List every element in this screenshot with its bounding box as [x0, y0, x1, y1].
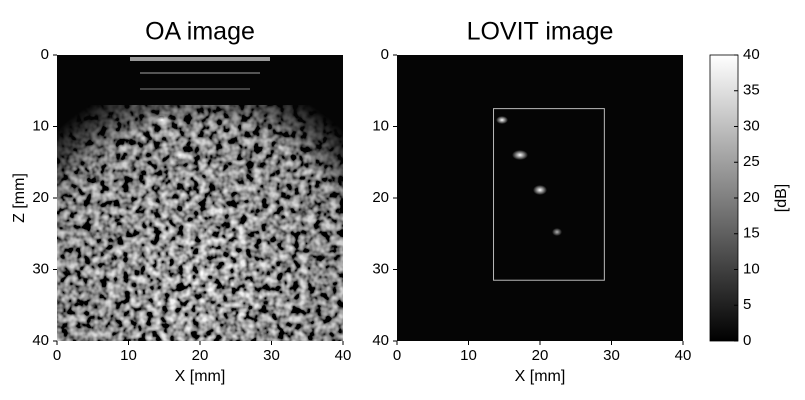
x-tick-label: 40: [675, 347, 692, 364]
colorbar-tick-label: 0: [743, 332, 751, 349]
y-tick-label: 20: [32, 189, 49, 206]
oa-image: [57, 55, 343, 341]
y-tick-label: 10: [372, 117, 389, 134]
colorbar-tick-label: 10: [743, 260, 760, 277]
chart-title: LOVIT image: [467, 18, 614, 46]
colorbar-tick-label: 35: [743, 82, 760, 99]
y-axis-label: Z [mm]: [11, 173, 28, 223]
colorbar-label: [dB]: [773, 184, 790, 212]
x-tick-label: 20: [192, 347, 209, 364]
colorbar-tick-label: 30: [743, 117, 760, 134]
colorbar-tick-label: 5: [743, 296, 751, 313]
colorbar-tick-label: 20: [743, 189, 760, 206]
colorbar-tick-label: 15: [743, 225, 760, 242]
y-tick-label: 40: [32, 332, 49, 349]
x-tick-label: 30: [263, 347, 280, 364]
x-axis-label: X [mm]: [515, 368, 566, 385]
colorbar-tick-label: 25: [743, 153, 760, 170]
x-tick-label: 10: [120, 347, 137, 364]
x-tick-label: 0: [53, 347, 61, 364]
x-tick-label: 20: [532, 347, 549, 364]
x-tick-label: 30: [603, 347, 620, 364]
y-tick-label: 30: [32, 260, 49, 277]
y-tick-label: 10: [32, 117, 49, 134]
y-tick-label: 30: [372, 260, 389, 277]
x-tick-label: 10: [460, 347, 477, 364]
roi-box: [493, 108, 605, 281]
y-tick-label: 20: [372, 189, 389, 206]
y-tick-label: 40: [372, 332, 389, 349]
colorbar: [709, 54, 739, 342]
x-axis-label: X [mm]: [175, 368, 226, 385]
colorbar-tick-label: 40: [743, 46, 760, 63]
chart-title: OA image: [145, 18, 255, 46]
x-tick-label: 0: [393, 347, 401, 364]
y-tick-label: 0: [381, 46, 389, 63]
y-tick-label: 0: [41, 46, 49, 63]
x-tick-label: 40: [335, 347, 352, 364]
lovit-image: [397, 55, 683, 341]
